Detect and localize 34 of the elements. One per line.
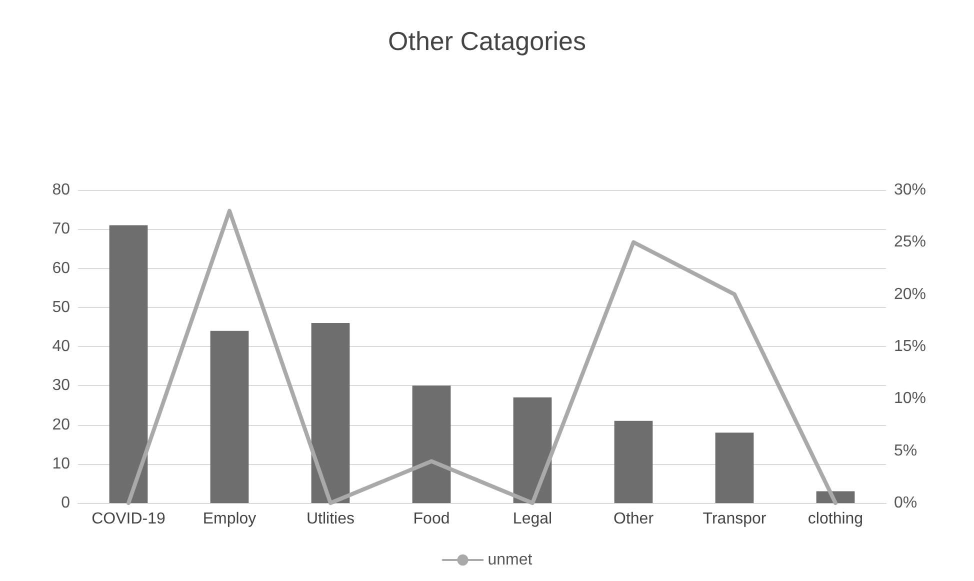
y-tick-label: 80 (52, 182, 70, 198)
bar (412, 386, 451, 503)
x-tick-label: Transpor (702, 510, 767, 528)
y-tick-label: 40 (52, 338, 70, 355)
y-tick-label: 60 (52, 260, 70, 277)
y-tick-label: 0 (61, 494, 70, 512)
x-tick-label: clothing (808, 510, 864, 528)
bar (614, 420, 653, 503)
y2-tick-label: 25% (894, 234, 926, 251)
y2-tick-label: 5% (894, 442, 918, 460)
y2-tick-label: 20% (894, 286, 926, 303)
x-tick-label: Food (413, 510, 450, 528)
x-tick-label: Employ (202, 510, 256, 528)
y-tick-label: 30 (52, 377, 70, 394)
legend-label: unmet (488, 552, 533, 568)
bar (109, 225, 148, 503)
y-tick-label: 20 (52, 416, 70, 434)
x-tick-label: Utlities (306, 510, 355, 528)
chart-title: Other Catagories (388, 26, 586, 56)
y-tick-label: 70 (52, 220, 70, 238)
y-tick-label: 10 (52, 455, 70, 472)
y2-tick-label: 10% (894, 390, 926, 408)
y2-tick-label: 0% (894, 494, 918, 512)
y2-tick-label: 30% (894, 182, 926, 198)
bar (715, 432, 754, 503)
bar (210, 330, 249, 503)
x-tick-label: COVID-19 (92, 510, 166, 528)
x-tick-label: Other (613, 510, 654, 528)
x-tick-label: Legal (512, 510, 552, 528)
bar (513, 397, 552, 503)
bar (311, 323, 350, 503)
y2-tick-label: 15% (894, 338, 926, 355)
y-tick-label: 50 (52, 298, 70, 316)
line-series (126, 208, 838, 505)
